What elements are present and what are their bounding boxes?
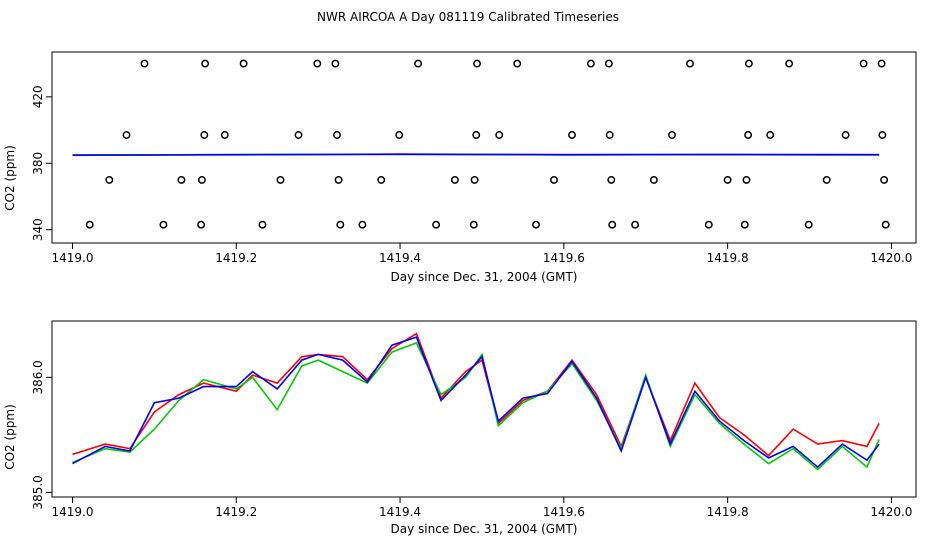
bottom-plot-frame xyxy=(51,320,917,498)
top-data-point xyxy=(470,175,479,184)
top-data-point xyxy=(159,220,168,229)
top-data-point xyxy=(608,220,617,229)
top-data-point xyxy=(766,131,775,139)
top-x-axis-label: Day since Dec. 31, 2004 (GMT) xyxy=(391,270,578,284)
top-data-point xyxy=(841,131,850,139)
figure-title: NWR AIRCOA A Day 081119 Calibrated Times… xyxy=(317,10,619,24)
top-data-point xyxy=(201,59,210,68)
top-y-axis-label: CO2 (ppm) xyxy=(3,145,17,211)
top-data-point xyxy=(331,59,340,68)
top-data-point xyxy=(450,175,459,184)
top-data-point xyxy=(742,175,751,184)
top-data-point xyxy=(334,175,343,184)
top-data-point xyxy=(122,131,131,139)
top-data-point xyxy=(239,59,248,68)
top-data-point xyxy=(258,220,267,229)
bottom-x-tick-label: 1419.2 xyxy=(215,505,257,519)
top-data-point xyxy=(395,131,404,139)
top-x-tick-label: 1419.8 xyxy=(707,251,749,265)
top-data-point xyxy=(414,59,423,68)
bottom-y-tick-label: 385.0 xyxy=(31,475,45,509)
bottom-y-axis: 385.0 386.0 xyxy=(31,360,52,510)
top-data-point xyxy=(469,220,478,229)
top-data-point xyxy=(878,131,887,139)
top-data-point xyxy=(200,131,209,139)
top-data-point xyxy=(336,220,345,229)
top-data-point xyxy=(550,175,558,184)
top-data-point xyxy=(804,220,813,229)
top-panel: 1419.0 1419.2 1419.4 1419.6 1419.8 1420.0 340… xyxy=(3,51,917,284)
top-data-point xyxy=(313,59,322,68)
top-x-axis: 1419.0 1419.2 1419.4 1419.6 1419.8 1420.0 xyxy=(51,243,912,265)
top-data-point xyxy=(881,220,890,229)
bottom-series-line-3 xyxy=(72,336,880,469)
top-data-point xyxy=(744,131,753,139)
top-data-point xyxy=(586,59,595,68)
top-plot-frame xyxy=(51,51,917,244)
top-data-point xyxy=(605,131,614,139)
bottom-y-tick-label: 386.0 xyxy=(31,360,45,394)
top-data-point xyxy=(723,175,732,184)
bottom-series-lines xyxy=(72,332,880,471)
top-series-line-3 xyxy=(72,153,880,156)
top-data-point xyxy=(140,59,149,68)
top-data-point xyxy=(105,175,114,184)
top-data-point xyxy=(220,131,229,139)
top-data-point xyxy=(513,59,522,68)
bottom-x-tick-label: 1420.0 xyxy=(870,505,912,519)
top-data-point xyxy=(877,59,886,68)
bottom-panel: 1419.0 1419.2 1419.4 1419.6 1419.8 1420.0 385… xyxy=(3,320,917,536)
bottom-x-tick-label: 1419.6 xyxy=(543,505,585,519)
top-data-point xyxy=(432,220,441,229)
top-data-point xyxy=(333,131,341,139)
top-data-point xyxy=(276,175,285,184)
top-y-tick-label: 420 xyxy=(31,85,45,108)
top-data-point xyxy=(532,220,540,229)
bottom-y-axis-label: CO2 (ppm) xyxy=(3,404,17,470)
bottom-x-tick-label: 1419.8 xyxy=(707,505,749,519)
top-data-point xyxy=(785,59,794,68)
top-markers xyxy=(85,59,890,229)
bottom-x-tick-label: 1419.4 xyxy=(379,505,421,519)
bottom-x-axis-label: Day since Dec. 31, 2004 (GMT) xyxy=(391,522,578,536)
top-data-point xyxy=(473,59,481,68)
top-data-point xyxy=(358,220,367,229)
bottom-x-axis: 1419.0 1419.2 1419.4 1419.6 1419.8 1420.0 xyxy=(51,497,912,519)
top-data-point xyxy=(472,131,481,139)
top-x-tick-label: 1419.0 xyxy=(51,251,93,265)
top-x-tick-label: 1419.2 xyxy=(215,251,257,265)
top-data-point xyxy=(704,220,713,229)
bottom-x-tick-label: 1419.0 xyxy=(51,505,93,519)
top-data-point xyxy=(649,175,658,184)
top-y-tick-label: 380 xyxy=(31,152,45,175)
top-data-point xyxy=(197,220,206,229)
bottom-series-line-1 xyxy=(72,332,880,457)
top-data-point xyxy=(686,59,694,68)
top-data-point xyxy=(568,131,576,139)
top-series-lines xyxy=(72,153,880,157)
top-y-tick-label: 340 xyxy=(31,218,45,241)
top-x-tick-label: 1419.4 xyxy=(379,251,421,265)
top-data-point xyxy=(604,59,613,68)
top-data-point xyxy=(740,220,749,229)
top-data-point xyxy=(880,175,889,184)
top-data-point xyxy=(294,131,303,139)
top-data-point xyxy=(822,175,831,184)
top-x-tick-label: 1420.0 xyxy=(870,251,912,265)
top-data-point xyxy=(607,175,616,184)
top-data-point xyxy=(744,59,753,68)
top-y-axis: 340 380 420 xyxy=(31,85,52,241)
top-x-tick-label: 1419.6 xyxy=(543,251,585,265)
top-data-point xyxy=(668,131,676,139)
top-data-point xyxy=(197,175,206,184)
top-data-point xyxy=(631,220,640,229)
top-data-point xyxy=(495,131,504,139)
top-data-point xyxy=(377,175,386,184)
top-data-point xyxy=(859,59,868,68)
top-data-point xyxy=(85,220,94,229)
top-data-point xyxy=(177,175,186,184)
